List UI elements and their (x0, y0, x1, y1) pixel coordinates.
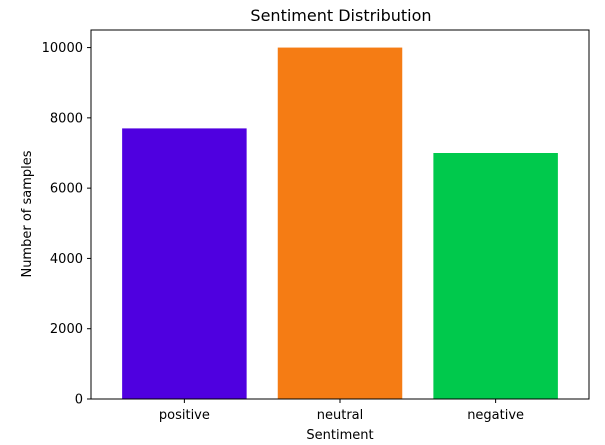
y-tick-label-10000: 10000 (42, 41, 83, 56)
y-tick-label-0: 0 (75, 393, 83, 408)
y-tick-label-2000: 2000 (50, 322, 83, 337)
y-tick-label-8000: 8000 (50, 111, 83, 126)
chart-title: Sentiment Distribution (250, 6, 431, 25)
bars-group (122, 47, 558, 399)
y-tick-label-4000: 4000 (50, 252, 83, 267)
x-axis-label: Sentiment (306, 428, 373, 443)
x-tick-label-negative: negative (467, 408, 524, 423)
bar-neutral (277, 47, 403, 399)
bar-positive (122, 128, 247, 399)
y-axis-label: Number of samples (20, 150, 35, 277)
x-axis: positive neutral negative (159, 399, 524, 423)
y-tick-label-6000: 6000 (50, 182, 83, 197)
x-tick-label-positive: positive (159, 408, 210, 423)
bar-negative (433, 153, 558, 399)
y-axis: 0 2000 4000 6000 8000 10000 (42, 41, 91, 408)
x-tick-label-neutral: neutral (317, 408, 364, 423)
